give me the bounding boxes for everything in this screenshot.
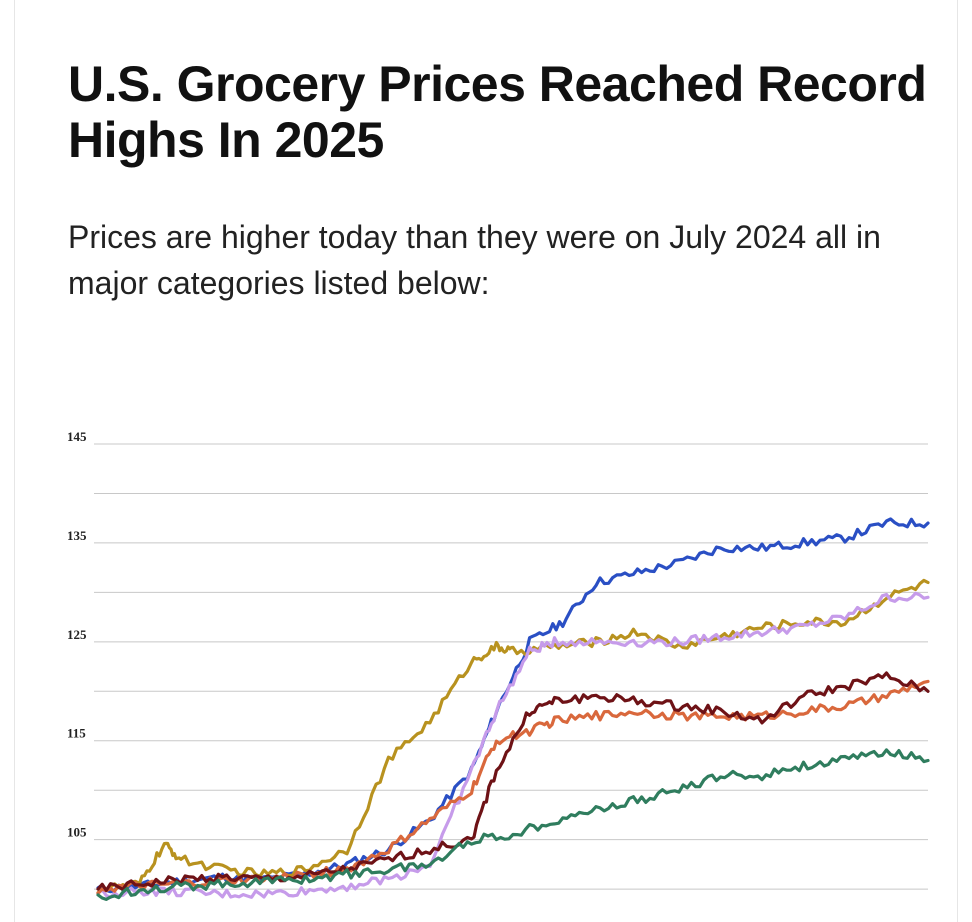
y-tick-label: 115 xyxy=(67,726,86,741)
series-line-4 xyxy=(96,679,930,895)
chart-title: U.S. Grocery Prices Reached Record Highs… xyxy=(68,56,927,168)
series-line-5 xyxy=(96,671,930,892)
series-lines xyxy=(96,517,930,901)
y-tick-label: 135 xyxy=(67,528,87,543)
chart-card xyxy=(14,0,958,922)
gridlines xyxy=(94,443,928,890)
y-axis-ticks: 145 135 125 115 105 xyxy=(67,429,87,840)
series-line-3 xyxy=(96,591,930,899)
chart-subtitle: Prices are higher today than they were o… xyxy=(68,219,881,301)
series-line-6 xyxy=(96,748,930,901)
y-tick-label: 105 xyxy=(67,825,87,840)
y-tick-label: 145 xyxy=(67,429,87,444)
y-tick-label: 125 xyxy=(67,627,87,642)
